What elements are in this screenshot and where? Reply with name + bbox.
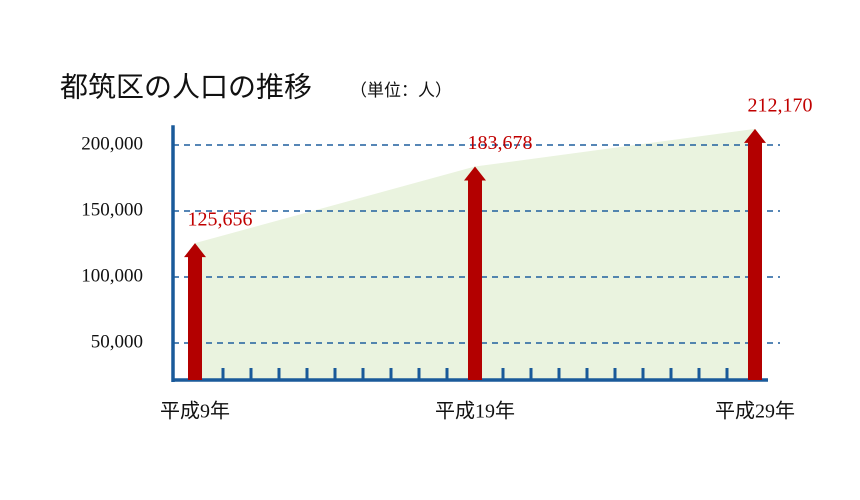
y-tick-label: 100,000 — [81, 265, 143, 286]
y-tick-label: 200,000 — [81, 133, 143, 154]
arrow-bar — [744, 128, 766, 380]
chart-subtitle: （単位：人） — [350, 81, 452, 100]
value-label: 125,656 — [188, 209, 253, 231]
x-tick-label: 平成19年 — [435, 400, 515, 423]
arrow-bar — [184, 243, 206, 380]
x-tick-label: 平成29年 — [715, 400, 795, 423]
x-tick-label: 平成9年 — [160, 400, 230, 423]
chart-title: 都筑区の人口の推移 — [60, 71, 312, 103]
y-tick-label: 50,000 — [91, 331, 143, 352]
value-label: 212,170 — [748, 95, 813, 117]
y-tick-label: 150,000 — [81, 199, 143, 220]
arrow-bar — [464, 166, 486, 380]
value-label: 183,678 — [468, 132, 533, 154]
